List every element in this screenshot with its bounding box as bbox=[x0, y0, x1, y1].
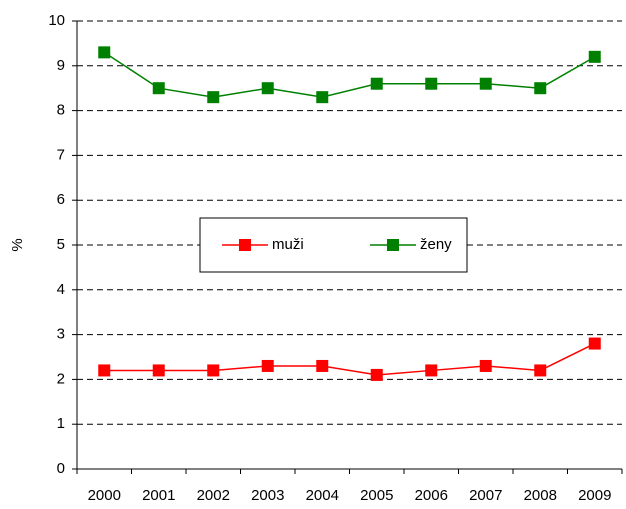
data-point bbox=[425, 364, 438, 377]
data-point bbox=[479, 77, 492, 90]
y-tick-label: 1 bbox=[57, 415, 65, 432]
y-tick-label: 0 bbox=[57, 460, 65, 477]
x-tick-label: 2005 bbox=[360, 487, 393, 504]
x-tick-label: 2002 bbox=[197, 487, 230, 504]
y-tick-label: 7 bbox=[57, 146, 65, 163]
data-point bbox=[207, 364, 220, 377]
legend-marker bbox=[239, 239, 251, 251]
series-line bbox=[104, 342, 596, 376]
data-point bbox=[261, 82, 274, 95]
x-tick-label: 2009 bbox=[578, 487, 611, 504]
data-point bbox=[534, 82, 547, 95]
x-tick-label: 2008 bbox=[524, 487, 557, 504]
data-point bbox=[316, 359, 329, 372]
data-point bbox=[98, 46, 111, 59]
data-point bbox=[152, 364, 165, 377]
data-point bbox=[316, 91, 329, 104]
x-tick-label: 2000 bbox=[88, 487, 121, 504]
data-point bbox=[370, 77, 383, 90]
legend-label: muži bbox=[272, 236, 304, 253]
y-tick-label: 8 bbox=[57, 102, 65, 119]
legend-label: ženy bbox=[420, 236, 452, 253]
x-tick-label: 2004 bbox=[306, 487, 339, 504]
data-point bbox=[152, 82, 165, 95]
x-tick-label: 2006 bbox=[415, 487, 448, 504]
y-tick-label: 2 bbox=[57, 370, 65, 387]
legend-marker bbox=[387, 239, 399, 251]
series-line bbox=[103, 51, 596, 98]
data-point bbox=[425, 77, 438, 90]
data-point bbox=[370, 368, 383, 381]
data-point bbox=[534, 364, 547, 377]
data-point bbox=[588, 337, 601, 350]
y-tick-label: 3 bbox=[57, 326, 65, 343]
data-point bbox=[98, 364, 111, 377]
data-point bbox=[207, 91, 220, 104]
y-tick-label: 10 bbox=[48, 12, 65, 29]
y-axis-label: % bbox=[9, 238, 26, 251]
y-tick-label: 9 bbox=[57, 57, 65, 74]
data-point bbox=[479, 359, 492, 372]
x-tick-label: 2001 bbox=[142, 487, 175, 504]
y-tick-label: 5 bbox=[57, 236, 65, 253]
y-tick-label: 6 bbox=[57, 191, 65, 208]
x-tick-label: 2003 bbox=[251, 487, 284, 504]
data-point bbox=[261, 359, 274, 372]
x-tick-label: 2007 bbox=[469, 487, 502, 504]
y-tick-label: 4 bbox=[57, 281, 65, 298]
data-point bbox=[588, 50, 601, 63]
